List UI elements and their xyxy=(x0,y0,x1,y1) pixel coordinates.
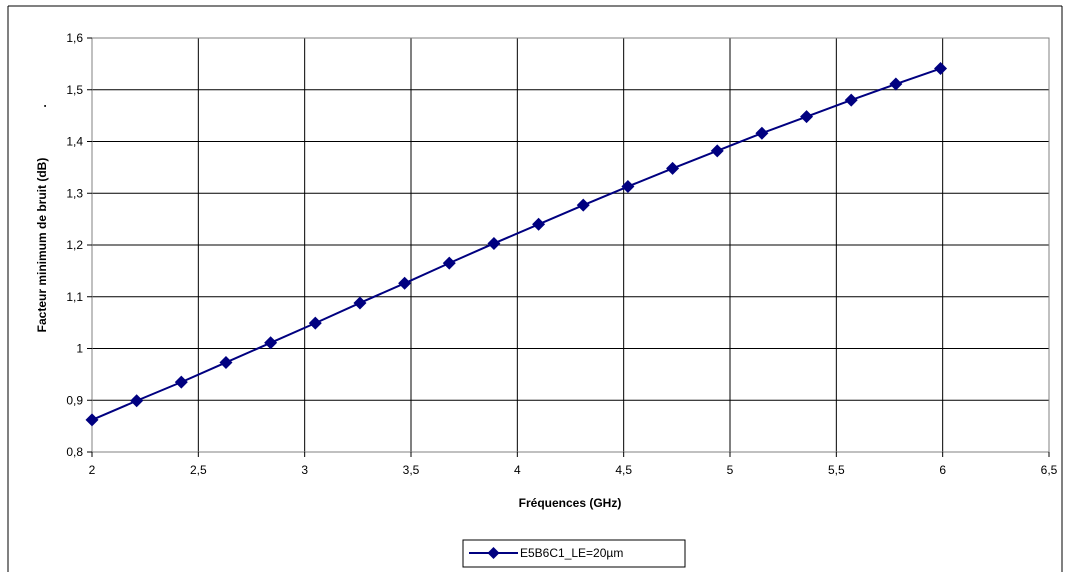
data-point xyxy=(130,394,144,408)
series-layer xyxy=(85,62,948,427)
data-point xyxy=(889,77,903,91)
y-tick-label: 1,2 xyxy=(66,238,83,252)
x-axis-title: Fréquences (GHz) xyxy=(519,496,622,510)
grid xyxy=(91,37,1050,453)
x-tick-label: 3,5 xyxy=(403,463,420,477)
x-tick-label: 5,5 xyxy=(828,463,845,477)
data-point xyxy=(710,144,724,158)
legend-marker xyxy=(487,547,500,559)
y-tick-label: 0,8 xyxy=(66,445,83,459)
y-tick-label: 1 xyxy=(76,342,83,356)
x-tick-label: 6 xyxy=(939,463,946,477)
data-point xyxy=(85,413,99,427)
data-point xyxy=(755,126,769,140)
data-point xyxy=(219,355,233,369)
data-point xyxy=(532,217,546,231)
x-tick-label: 2,5 xyxy=(190,463,207,477)
x-axis-ticks: 2 2,5 3 3,5 4 4,5 5 5,5 6 6,5 xyxy=(89,452,1058,477)
x-tick-label: 4,5 xyxy=(615,463,632,477)
y-axis-marker: . xyxy=(35,104,49,107)
y-tick-label: 0,9 xyxy=(66,393,83,407)
y-axis-title: Facteur minimum de bruit (dB) xyxy=(35,158,49,333)
x-tick-label: 3 xyxy=(301,463,308,477)
data-point xyxy=(174,375,188,389)
y-tick-label: 1,3 xyxy=(66,186,83,200)
data-point xyxy=(264,336,278,350)
y-tick-label: 1,4 xyxy=(66,135,83,149)
x-tick-label: 2 xyxy=(89,463,96,477)
x-tick-label: 4 xyxy=(514,463,521,477)
y-tick-label: 1,1 xyxy=(66,290,83,304)
data-point xyxy=(800,110,814,124)
data-point xyxy=(308,316,322,330)
legend-label: E5B6C1_LE=20µm xyxy=(520,546,623,560)
data-point xyxy=(353,296,367,310)
data-point xyxy=(398,276,412,290)
y-axis-ticks: 0,8 0,9 1 1,1 1,2 1,3 1,4 1,5 1,6 xyxy=(66,31,92,459)
data-point xyxy=(487,236,501,250)
series-line xyxy=(91,67,941,421)
data-point xyxy=(621,180,635,194)
x-tick-label: 5 xyxy=(727,463,734,477)
data-point xyxy=(844,93,858,107)
data-point xyxy=(442,256,456,270)
y-tick-label: 1,6 xyxy=(66,31,83,45)
data-point xyxy=(576,198,590,212)
data-point xyxy=(934,62,948,76)
x-tick-label: 6,5 xyxy=(1041,463,1058,477)
legend: E5B6C1_LE=20µm xyxy=(462,539,686,568)
data-point xyxy=(666,161,680,175)
y-tick-label: 1,5 xyxy=(66,83,83,97)
